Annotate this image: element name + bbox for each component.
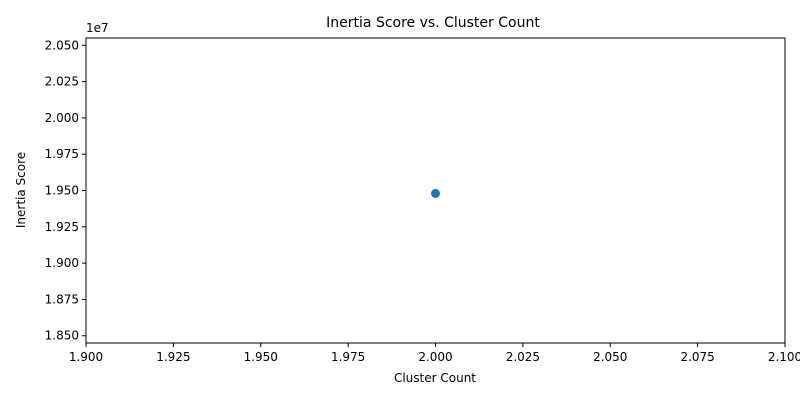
plot-frame bbox=[85, 37, 786, 344]
y-tick-label: 2.000 bbox=[45, 111, 79, 125]
data-points bbox=[431, 188, 440, 198]
y-axis-label: Inertia Score bbox=[14, 152, 28, 228]
y-offset-label: 1e7 bbox=[86, 21, 109, 35]
y-tick-label: 1.925 bbox=[45, 220, 79, 234]
x-tick-label: 1.950 bbox=[244, 350, 278, 364]
x-tick-label: 1.925 bbox=[156, 350, 190, 364]
x-tick-label: 2.000 bbox=[418, 350, 452, 364]
y-tick-label: 1.900 bbox=[45, 256, 79, 270]
y-tick-label: 1.950 bbox=[45, 184, 79, 198]
x-tick-label: 1.900 bbox=[69, 350, 103, 364]
y-tick-label: 1.975 bbox=[45, 147, 79, 161]
y-tick-label: 1.850 bbox=[45, 329, 79, 343]
x-tick-label: 1.975 bbox=[331, 350, 365, 364]
chart-title: Inertia Score vs. Cluster Count bbox=[326, 15, 540, 31]
y-tick-label: 2.050 bbox=[45, 38, 79, 52]
x-tick-label: 2.050 bbox=[593, 350, 627, 364]
x-tick-label: 2.025 bbox=[506, 350, 540, 364]
y-tick-label: 2.025 bbox=[45, 75, 79, 89]
y-tick-label: 1.875 bbox=[45, 292, 79, 306]
data-point bbox=[431, 188, 440, 198]
y-ticks: 1.850 1.875 1.900 1.925 1.950 1.975 2.000 2.025… bbox=[45, 38, 86, 343]
x-tick-label: 2.100 bbox=[768, 350, 800, 364]
x-ticks: 1.900 1.925 1.950 1.975 2.000 2.025 2.050 2.075… bbox=[69, 343, 800, 364]
x-tick-label: 2.075 bbox=[680, 350, 714, 364]
x-axis-label: Cluster Count bbox=[394, 371, 476, 385]
